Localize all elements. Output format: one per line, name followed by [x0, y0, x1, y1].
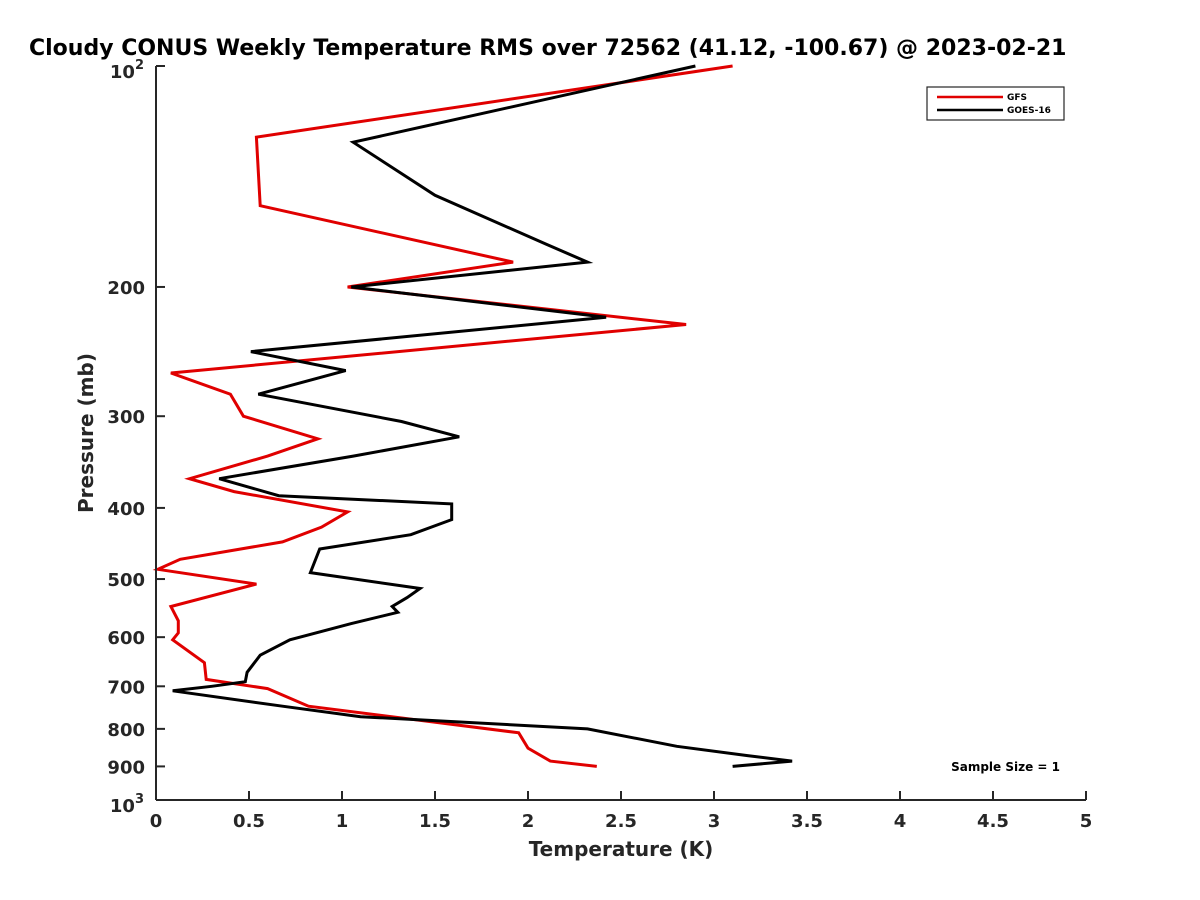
x-tick-label: 3.5	[791, 811, 823, 832]
legend: GFS GOES-16	[926, 86, 1065, 121]
chart-title: Cloudy CONUS Weekly Temperature RMS over…	[29, 36, 1066, 61]
x-tick-label: 4	[894, 811, 907, 832]
series-line-gfs	[152, 64, 733, 768]
y-tick-label: 400	[107, 499, 145, 520]
y-tick-label: 600	[107, 628, 145, 649]
y-tick-label: 500	[107, 570, 145, 591]
x-tick-label: 4.5	[977, 811, 1009, 832]
legend-box	[926, 86, 1065, 121]
y-tick-label: 300	[107, 407, 145, 428]
y-tick-label: 103	[110, 792, 144, 817]
y-tick-label: 900	[107, 757, 145, 778]
x-tick-label: 3	[708, 811, 721, 832]
y-tick-label: 700	[107, 677, 145, 698]
x-tick-label: 5	[1080, 811, 1093, 832]
y-axis-label: Pressure (mb)	[74, 353, 98, 513]
y-tick-label: 102	[110, 58, 144, 83]
y-tick-label: 200	[107, 278, 145, 299]
sample-size-annotation: Sample Size = 1	[951, 760, 1060, 774]
x-axis-label: Temperature (K)	[529, 837, 714, 861]
x-axis-ticks: 0 0.5 1 1.5 2 2.5 3 3.5 4 4.5 5	[150, 791, 1093, 832]
x-tick-label: 2	[522, 811, 535, 832]
y-axis-ticks: 102 200 300 400 500 600 700 800 900 103	[107, 58, 165, 817]
x-tick-label: 1	[336, 811, 349, 832]
x-tick-label: 1.5	[419, 811, 451, 832]
series-line-goes-16	[172, 64, 793, 768]
x-tick-label: 0	[150, 811, 163, 832]
y-tick-label: 800	[107, 720, 145, 741]
legend-label-goes-16: GOES-16	[1007, 106, 1051, 116]
legend-label-gfs: GFS	[1007, 93, 1027, 103]
x-tick-label: 2.5	[605, 811, 637, 832]
series-layer	[152, 64, 793, 768]
x-tick-label: 0.5	[233, 811, 265, 832]
